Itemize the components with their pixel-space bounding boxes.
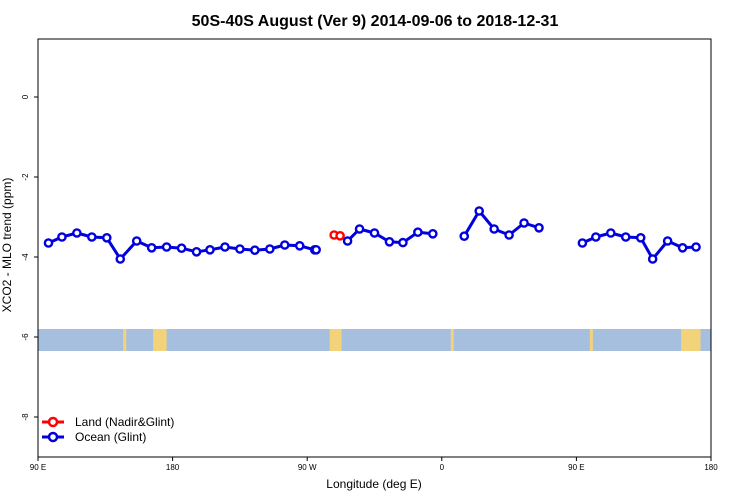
plot-frame [37, 38, 712, 458]
data-point [335, 230, 345, 241]
land-patch [153, 329, 167, 351]
land-patch [589, 329, 593, 351]
legend-marker [47, 416, 59, 428]
y-tick-label: 0 [21, 94, 30, 99]
data-point [635, 232, 646, 243]
x-axis-label: Longitude (deg E) [326, 477, 421, 491]
data-point [205, 244, 215, 255]
data-point [311, 244, 321, 255]
data-point [413, 227, 423, 237]
data-point [342, 236, 353, 246]
data-point [647, 254, 658, 264]
data-point [474, 206, 484, 216]
data-point [43, 238, 54, 248]
x-tick-label: 180 [166, 463, 180, 472]
data-point [504, 230, 514, 240]
data-point [161, 242, 172, 252]
data-point [489, 224, 499, 234]
data-point [57, 232, 67, 242]
data-point [384, 236, 395, 247]
data-point [691, 242, 701, 252]
data-point [279, 240, 290, 250]
data-point [354, 224, 365, 234]
data-point [591, 232, 601, 242]
land-patch [681, 329, 701, 351]
data-point [620, 232, 631, 242]
data-point [115, 254, 126, 264]
legend-marker [47, 431, 59, 443]
x-tick-label: 90 E [568, 463, 584, 472]
data-point [294, 240, 305, 251]
land-patch [329, 329, 342, 351]
data-point [369, 228, 380, 238]
y-tick-label: -6 [21, 333, 30, 341]
x-tick-label: 0 [440, 463, 445, 472]
data-point [605, 228, 616, 238]
ocean-band [38, 329, 711, 351]
data-point [176, 243, 187, 253]
y-tick-label: -8 [21, 413, 30, 421]
legend-label: Ocean (Glint) [75, 430, 146, 444]
x-tick-label: 90 W [298, 463, 317, 472]
y-axis: 0 -2 -4 -6 -8 [21, 94, 38, 421]
y-tick-label: -2 [21, 173, 30, 181]
data-point [428, 228, 438, 239]
x-tick-label: 90 E [30, 463, 46, 472]
data-point [101, 232, 112, 243]
legend-label: Land (Nadir&Glint) [75, 415, 174, 429]
data-point [235, 244, 245, 254]
series-layer [43, 206, 701, 264]
data-point [146, 242, 157, 253]
data-point [398, 237, 408, 248]
x-axis: 90 E 180 90 W 0 90 E 180 [30, 457, 718, 472]
data-point [191, 246, 202, 257]
data-point [519, 218, 529, 228]
legend: Land (Nadir&Glint)Ocean (Glint) [42, 415, 174, 444]
data-point [459, 231, 470, 241]
land-band [38, 329, 711, 351]
y-axis-label: XCO2 - MLO trend (ppm) [0, 178, 14, 313]
y-tick-label: -4 [21, 253, 30, 261]
chart-title: 50S-40S August (Ver 9) 2014-09-06 to 201… [192, 13, 559, 30]
data-point [534, 222, 544, 233]
data-point [677, 242, 688, 253]
x-tick-label: 180 [704, 463, 718, 472]
data-point [87, 232, 97, 242]
data-point [72, 228, 82, 238]
data-point [577, 238, 588, 248]
land-patch [450, 329, 454, 351]
data-point [220, 242, 230, 252]
data-point [131, 236, 142, 246]
data-point [250, 245, 260, 255]
data-point [662, 236, 673, 246]
land-patch [123, 329, 127, 351]
data-point [265, 244, 275, 254]
